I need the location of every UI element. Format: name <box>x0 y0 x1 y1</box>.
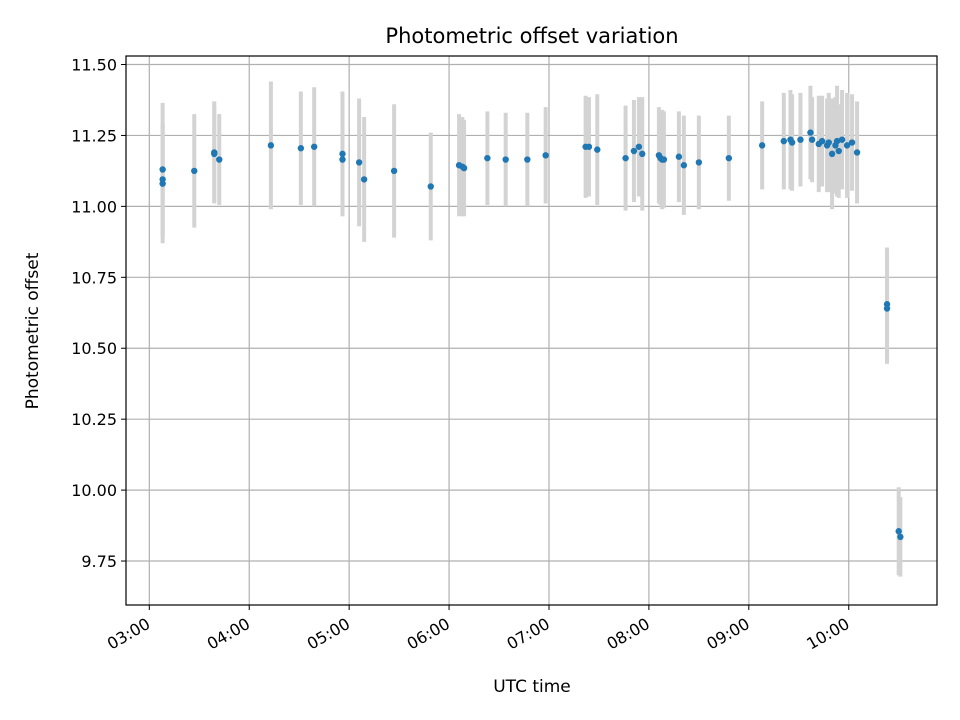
y-tick-label: 10.00 <box>71 481 117 500</box>
data-point <box>675 153 683 160</box>
chart-title: Photometric offset variation <box>385 24 678 48</box>
data-point <box>390 167 398 175</box>
data-point <box>502 156 509 163</box>
data-point <box>639 150 646 158</box>
x-axis-label: UTC time <box>493 677 571 697</box>
data-point <box>848 139 856 146</box>
data-point <box>695 159 703 166</box>
data-point <box>833 137 841 145</box>
data-point <box>484 154 491 162</box>
data-point <box>191 167 198 175</box>
data-points <box>159 129 904 541</box>
data-point <box>360 176 368 183</box>
data-point <box>630 147 638 155</box>
y-tick-label: 10.50 <box>71 339 117 358</box>
data-point <box>660 156 668 163</box>
data-point <box>297 145 305 152</box>
data-point <box>853 149 861 156</box>
data-point <box>680 162 688 169</box>
y-axis-label: Photometric offset <box>23 252 43 409</box>
data-point <box>883 305 891 312</box>
data-point <box>355 159 363 166</box>
data-point <box>211 150 218 158</box>
y-tick-label: 10.75 <box>71 268 117 287</box>
data-point <box>159 176 166 183</box>
data-point <box>797 136 804 143</box>
y-tick-label: 11.25 <box>71 126 117 145</box>
data-point <box>758 142 766 149</box>
data-point <box>825 139 832 146</box>
data-point <box>818 137 826 145</box>
data-point <box>835 147 842 155</box>
data-point <box>216 156 223 163</box>
data-point <box>159 166 166 173</box>
y-tick-label: 11.50 <box>71 56 117 75</box>
data-point <box>542 152 549 159</box>
data-point <box>808 136 816 143</box>
data-point <box>585 143 593 150</box>
data-point <box>310 143 318 150</box>
data-point <box>339 150 346 158</box>
y-axis-ticks: 9.75 10.00 10.25 10.50 10.75 11.00 11.25 11.50 <box>71 56 126 571</box>
data-point <box>838 136 846 143</box>
data-point <box>725 154 733 162</box>
y-tick-label: 10.25 <box>71 410 117 429</box>
data-point <box>897 533 904 541</box>
data-point <box>895 528 902 535</box>
data-point <box>427 183 434 190</box>
data-point <box>807 129 814 136</box>
plot-area-frame <box>125 55 938 606</box>
data-point <box>339 156 346 163</box>
data-point <box>594 146 601 153</box>
data-point <box>788 139 796 146</box>
data-point <box>622 154 629 162</box>
data-point <box>828 150 836 158</box>
data-point <box>780 137 787 145</box>
grid <box>126 56 937 605</box>
data-point <box>524 156 531 163</box>
y-tick-label: 11.00 <box>71 197 117 216</box>
data-point <box>843 142 851 149</box>
y-tick-label: 9.75 <box>81 552 117 571</box>
data-point <box>267 142 275 149</box>
data-point <box>635 143 643 150</box>
data-point <box>460 164 468 172</box>
